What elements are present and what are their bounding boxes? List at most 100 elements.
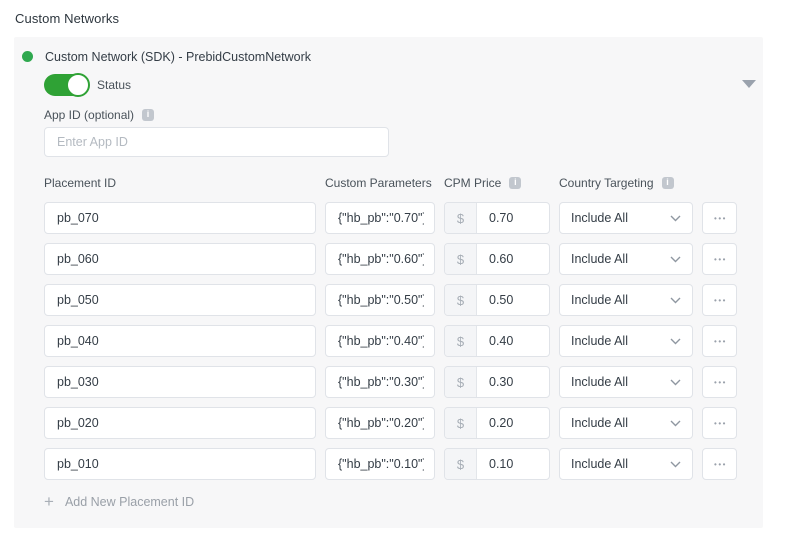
plus-icon: + — [44, 492, 54, 511]
ellipsis-icon: ••• — [714, 336, 727, 346]
app-id-input[interactable] — [44, 127, 389, 157]
placement-id-input[interactable] — [44, 366, 316, 398]
table-rows: $ Include All ••• $ In — [44, 202, 763, 480]
select-value: Include All — [571, 211, 628, 225]
custom-parameters-header-text: Custom Parameters — [325, 175, 432, 190]
status-toggle[interactable] — [44, 73, 90, 97]
info-icon[interactable]: i — [509, 176, 522, 189]
dollar-prefix: $ — [445, 326, 477, 356]
custom-parameters-input[interactable] — [325, 366, 435, 398]
ellipsis-icon: ••• — [714, 295, 727, 305]
chevron-down-icon — [670, 338, 681, 344]
custom-parameters-input[interactable] — [325, 407, 435, 439]
table-header-row: Placement ID Custom Parameters CPM Price… — [44, 175, 763, 190]
column-header-placement-id: Placement ID — [44, 175, 316, 190]
row-options-button[interactable]: ••• — [702, 202, 737, 234]
dollar-prefix: $ — [445, 244, 477, 274]
placement-row: $ Include All ••• — [44, 243, 763, 275]
ellipsis-icon: ••• — [714, 459, 727, 469]
chevron-down-icon — [670, 461, 681, 467]
placement-row: $ Include All ••• — [44, 448, 763, 480]
network-status-dot — [22, 51, 33, 62]
cpm-price-input[interactable] — [477, 408, 549, 438]
dollar-prefix: $ — [445, 449, 477, 479]
placement-id-input[interactable] — [44, 243, 316, 275]
placement-id-input[interactable] — [44, 325, 316, 357]
chevron-down-icon — [670, 256, 681, 262]
country-targeting-select[interactable]: Include All — [559, 407, 693, 439]
placement-row: $ Include All ••• — [44, 325, 763, 357]
dollar-prefix: $ — [445, 203, 477, 233]
network-header: Custom Network (SDK) - PrebidCustomNetwo… — [14, 37, 763, 64]
row-options-button[interactable]: ••• — [702, 366, 737, 398]
column-header-country-targeting: Country Targeting i — [559, 175, 693, 190]
ellipsis-icon: ••• — [714, 254, 727, 264]
select-value: Include All — [571, 334, 628, 348]
chevron-down-icon — [670, 420, 681, 426]
placement-id-input[interactable] — [44, 448, 316, 480]
row-options-button[interactable]: ••• — [702, 243, 737, 275]
cpm-price-header-text: CPM Price — [444, 175, 502, 190]
cpm-price-field: $ — [444, 202, 550, 234]
custom-network-card: Custom Network (SDK) - PrebidCustomNetwo… — [14, 37, 763, 528]
toggle-knob-icon — [66, 73, 90, 97]
cpm-price-input[interactable] — [477, 203, 549, 233]
column-header-custom-parameters: Custom Parameters — [325, 175, 435, 190]
country-targeting-header-text: Country Targeting — [559, 175, 654, 190]
add-placement-label: Add New Placement ID — [64, 494, 195, 509]
country-targeting-select[interactable]: Include All — [559, 448, 693, 480]
dollar-prefix: $ — [445, 285, 477, 315]
country-targeting-select[interactable]: Include All — [559, 284, 693, 316]
country-targeting-select[interactable]: Include All — [559, 202, 693, 234]
custom-parameters-input[interactable] — [325, 284, 435, 316]
country-targeting-select[interactable]: Include All — [559, 243, 693, 275]
country-targeting-select[interactable]: Include All — [559, 366, 693, 398]
status-row: Status — [44, 73, 763, 97]
row-options-button[interactable]: ••• — [702, 448, 737, 480]
cpm-price-input[interactable] — [477, 285, 549, 315]
placement-row: $ Include All ••• — [44, 366, 763, 398]
placement-id-header-text: Placement ID — [44, 175, 117, 190]
placement-row: $ Include All ••• — [44, 284, 763, 316]
placement-id-input[interactable] — [44, 284, 316, 316]
status-label: Status — [97, 78, 132, 92]
info-icon[interactable]: i — [142, 108, 155, 121]
app-id-label: App ID (optional) i — [44, 107, 763, 122]
select-value: Include All — [571, 252, 628, 266]
cpm-price-field: $ — [444, 284, 550, 316]
cpm-price-input[interactable] — [477, 449, 549, 479]
row-options-button[interactable]: ••• — [702, 407, 737, 439]
custom-parameters-input[interactable] — [325, 325, 435, 357]
ellipsis-icon: ••• — [714, 418, 727, 428]
select-value: Include All — [571, 293, 628, 307]
placement-id-input[interactable] — [44, 202, 316, 234]
country-targeting-select[interactable]: Include All — [559, 325, 693, 357]
column-header-cpm-price: CPM Price i — [444, 175, 550, 190]
placements-table: Placement ID Custom Parameters CPM Price… — [44, 175, 763, 480]
cpm-price-input[interactable] — [477, 367, 549, 397]
cpm-price-input[interactable] — [477, 244, 549, 274]
ellipsis-icon: ••• — [714, 377, 727, 387]
select-value: Include All — [571, 457, 628, 471]
custom-parameters-input[interactable] — [325, 448, 435, 480]
row-options-button[interactable]: ••• — [702, 284, 737, 316]
page-title: Custom Networks — [15, 11, 120, 26]
info-icon[interactable]: i — [661, 176, 674, 189]
cpm-price-field: $ — [444, 448, 550, 480]
dollar-prefix: $ — [445, 367, 477, 397]
dollar-prefix: $ — [445, 408, 477, 438]
cpm-price-input[interactable] — [477, 326, 549, 356]
cpm-price-field: $ — [444, 325, 550, 357]
row-options-button[interactable]: ••• — [702, 325, 737, 357]
network-name: Custom Network (SDK) - PrebidCustomNetwo… — [45, 49, 312, 64]
custom-parameters-input[interactable] — [325, 243, 435, 275]
cpm-price-field: $ — [444, 366, 550, 398]
placement-id-input[interactable] — [44, 407, 316, 439]
collapse-chevron-icon[interactable] — [742, 80, 756, 88]
placement-row: $ Include All ••• — [44, 202, 763, 234]
add-placement-button[interactable]: + Add New Placement ID — [44, 492, 763, 511]
custom-parameters-input[interactable] — [325, 202, 435, 234]
placement-row: $ Include All ••• — [44, 407, 763, 439]
chevron-down-icon — [670, 297, 681, 303]
app-id-label-text: App ID (optional) — [44, 107, 135, 122]
